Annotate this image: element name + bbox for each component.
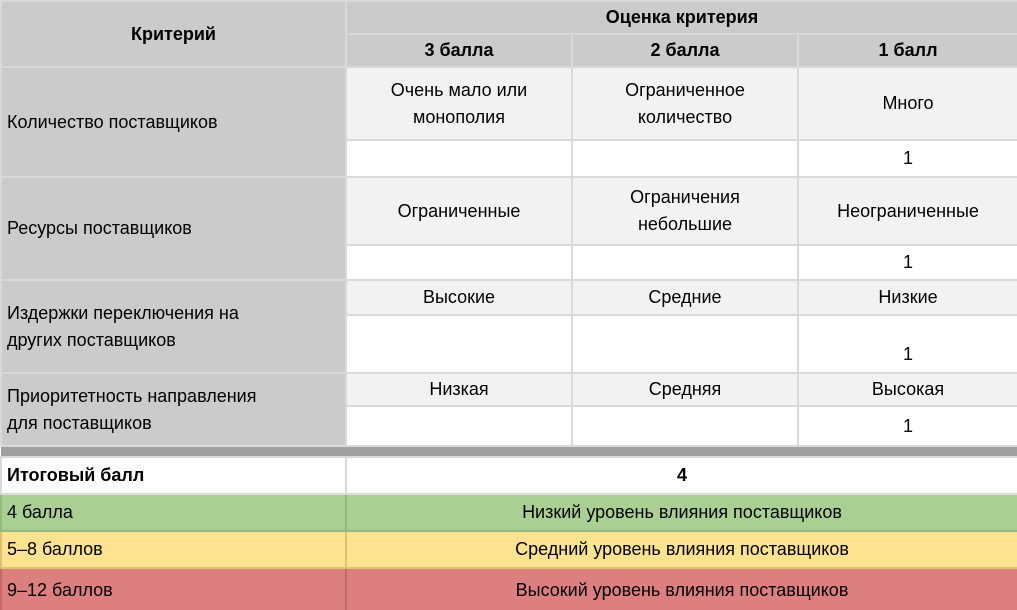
option-cell: Средние	[571, 279, 799, 316]
option-cell: Низкие	[796, 279, 1017, 316]
legend-range-low: 4 балла	[0, 493, 347, 532]
legend-meaning-low: Низкий уровень влияния поставщиков	[344, 493, 1017, 532]
score-mark-cell[interactable]	[345, 244, 573, 281]
legend-range-medium: 5–8 баллов	[0, 530, 347, 569]
legend-meaning-high: Высокий уровень влияния поставщиков	[344, 567, 1017, 610]
criterion-name-direction-priority: Приоритетность направления для поставщик…	[0, 372, 347, 447]
score-mark-cell[interactable]	[345, 139, 573, 178]
option-cell: Средняя	[571, 372, 799, 407]
score-group-header: Оценка критерия	[344, 0, 1017, 35]
score-mark-cell[interactable]	[345, 405, 573, 447]
option-cell: Высокая	[796, 372, 1017, 407]
score-mark-cell[interactable]: 1	[796, 244, 1017, 281]
option-cell: Высокие	[345, 279, 573, 316]
score-level-header-1: 1 балл	[796, 33, 1017, 68]
option-cell: Очень мало или монополия	[345, 66, 573, 141]
option-cell: Ограничения небольшие	[571, 176, 799, 246]
score-mark-cell[interactable]	[571, 244, 799, 281]
legend-meaning-medium: Средний уровень влияния поставщиков	[344, 530, 1017, 569]
score-mark-cell[interactable]: 1	[796, 314, 1017, 374]
separator-bar	[1, 446, 1017, 457]
score-mark-cell[interactable]	[571, 314, 799, 374]
score-mark-cell[interactable]: 1	[796, 139, 1017, 178]
option-cell: Много	[796, 66, 1017, 141]
legend-range-high: 9–12 баллов	[0, 567, 347, 610]
option-cell: Ограниченное количество	[571, 66, 799, 141]
score-mark-cell[interactable]	[571, 405, 799, 447]
criterion-name-switching-costs: Издержки переключения на других поставщи…	[0, 279, 347, 374]
score-level-header-3: 3 балла	[345, 33, 573, 68]
criterion-name-suppliers-count: Количество поставщиков	[0, 66, 347, 178]
score-level-header-2: 2 балла	[571, 33, 799, 68]
option-cell: Неограниченные	[796, 176, 1017, 246]
score-mark-cell[interactable]	[345, 314, 573, 374]
option-cell: Ограниченные	[345, 176, 573, 246]
option-cell: Низкая	[345, 372, 573, 407]
criterion-column-header: Критерий	[0, 0, 347, 68]
total-score-value: 4	[344, 456, 1017, 495]
score-mark-cell[interactable]	[571, 139, 799, 178]
score-mark-cell[interactable]: 1	[796, 405, 1017, 447]
total-score-label: Итоговый балл	[0, 456, 347, 495]
criterion-name-supplier-resources: Ресурсы поставщиков	[0, 176, 347, 281]
